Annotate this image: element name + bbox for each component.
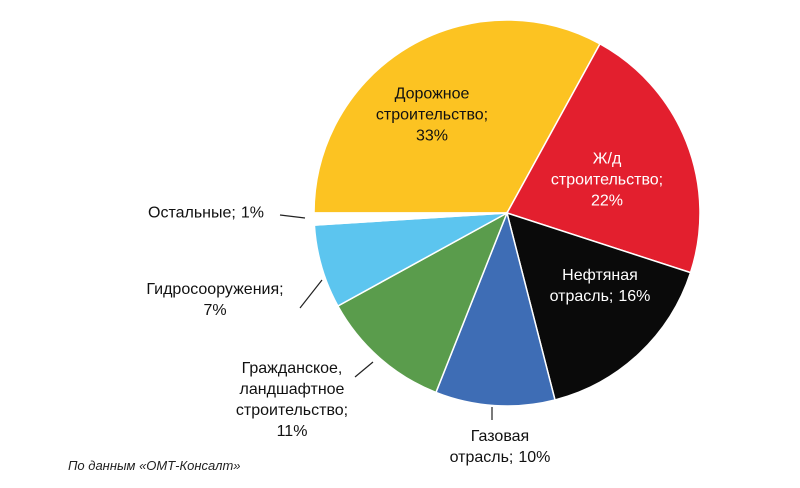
category-label: Ж/д строительство; — [550, 150, 664, 189]
category-label: Гидросооружения; — [146, 281, 284, 298]
leader-line — [354, 361, 374, 378]
value-label: 1% — [240, 204, 264, 222]
leader-line — [299, 279, 323, 309]
slice-label: Ж/д строительство; 22% — [542, 149, 672, 212]
value-label: 7% — [203, 302, 227, 319]
value-label: 10% — [518, 449, 551, 466]
value-label: 33% — [415, 127, 449, 145]
source-note: По данным «ОМТ-Консалт» — [68, 458, 241, 473]
pie-slice — [434, 210, 556, 407]
category-label: Дорожное строительство; — [375, 85, 489, 124]
category-label: Нефтяная отрасль; — [549, 267, 638, 305]
slice-label: Нефтяная отрасль; 16% — [545, 265, 655, 307]
slice-label: Гидросооружения; 7% — [130, 279, 300, 321]
category-label: Остальные; — [148, 204, 236, 222]
pie-slice — [313, 212, 508, 226]
slice-label: Дорожное строительство; 33% — [367, 84, 497, 147]
slice-label: Газовая отрасль; 10% — [440, 426, 560, 468]
category-label: Газовая отрасль; — [449, 428, 530, 466]
pie-slice — [505, 211, 692, 401]
pie-slice — [313, 19, 601, 214]
slice-label: Гражданское, ландшафтное строительство; 1… — [227, 358, 357, 442]
category-label: Гражданское, ландшафтное строительство; — [235, 360, 349, 419]
pie-slice — [336, 211, 509, 394]
value-label: 22% — [590, 192, 624, 210]
slice-label: Остальные; 1% — [121, 203, 291, 224]
leader-line — [279, 214, 306, 219]
value-label: 16% — [618, 288, 651, 305]
pie-slice — [505, 42, 701, 274]
value-label: 11% — [276, 423, 308, 440]
